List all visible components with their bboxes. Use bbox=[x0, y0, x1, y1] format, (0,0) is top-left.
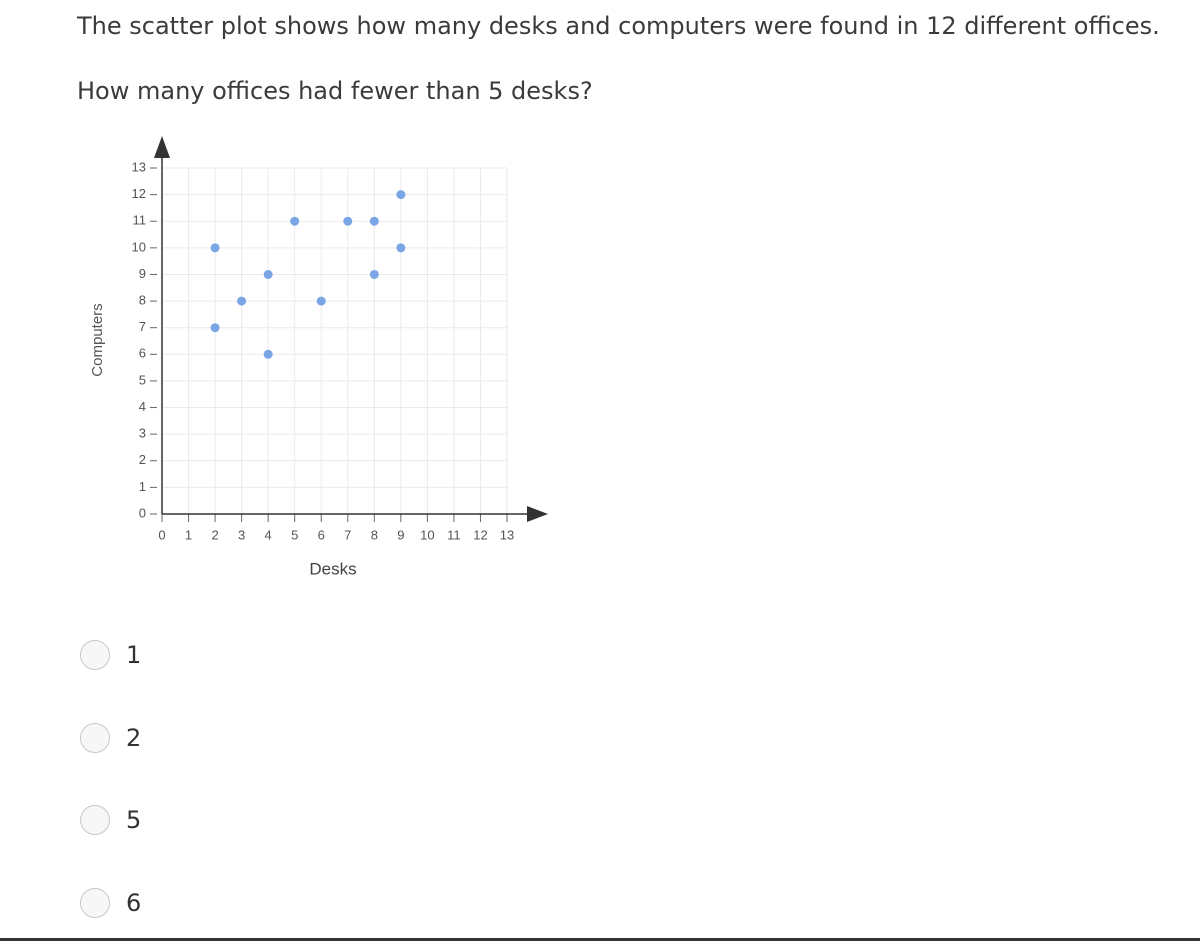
x-tick-label: 13 bbox=[500, 527, 514, 542]
point bbox=[343, 216, 353, 226]
answer-option[interactable]: 5 bbox=[80, 805, 141, 835]
question-ask: How many offices had fewer than 5 desks? bbox=[77, 77, 593, 105]
x-tick-label: 8 bbox=[371, 527, 378, 542]
x-tick-label: 5 bbox=[291, 527, 298, 542]
y-tick-label: 10 bbox=[132, 239, 146, 254]
point bbox=[369, 216, 379, 226]
y-tick-label: 6 bbox=[139, 346, 146, 361]
option-label[interactable]: 1 bbox=[126, 641, 142, 669]
x-tick-label: 6 bbox=[318, 527, 325, 542]
point bbox=[396, 243, 406, 253]
y-tick-label: 5 bbox=[139, 372, 146, 387]
x-tick-label: 11 bbox=[447, 527, 461, 542]
y-tick-label: 9 bbox=[139, 266, 146, 281]
answer-option[interactable]: 6 bbox=[80, 888, 141, 918]
point bbox=[396, 190, 406, 200]
question-prompt: The scatter plot shows how many desks an… bbox=[77, 12, 1160, 40]
radio-button[interactable] bbox=[80, 640, 110, 670]
y-tick-label: 11 bbox=[133, 213, 147, 228]
y-arrow bbox=[154, 136, 170, 158]
point bbox=[237, 296, 247, 306]
option-label[interactable]: 2 bbox=[126, 724, 142, 752]
point bbox=[369, 269, 379, 279]
option-label[interactable]: 5 bbox=[126, 806, 142, 834]
y-tick-label: 12 bbox=[132, 186, 146, 201]
y-tick-label: 13 bbox=[132, 159, 146, 174]
x-tick-label: 9 bbox=[397, 527, 404, 542]
x-tick-label: 0 bbox=[158, 527, 165, 542]
y-tick-label: 2 bbox=[139, 452, 146, 467]
divider bbox=[0, 938, 1200, 941]
radio-button[interactable] bbox=[80, 888, 110, 918]
y-axis-label: Computers bbox=[89, 303, 106, 376]
answer-option[interactable]: 2 bbox=[80, 723, 141, 753]
x-tick-label: 4 bbox=[265, 527, 272, 542]
x-tick-label: 10 bbox=[420, 527, 434, 542]
option-label[interactable]: 6 bbox=[126, 889, 142, 917]
y-tick-label: 8 bbox=[139, 293, 146, 308]
point bbox=[290, 216, 300, 226]
point bbox=[210, 243, 220, 253]
x-tick-label: 12 bbox=[473, 527, 487, 542]
x-tick-label: 7 bbox=[344, 527, 351, 542]
y-tick-label: 0 bbox=[139, 505, 146, 520]
point bbox=[316, 296, 326, 306]
point bbox=[263, 349, 273, 359]
radio-button[interactable] bbox=[80, 723, 110, 753]
point bbox=[263, 269, 273, 279]
x-arrow bbox=[527, 506, 548, 522]
x-axis-label: Desks bbox=[309, 559, 356, 578]
x-tick-label: 3 bbox=[238, 527, 245, 542]
y-tick-label: 7 bbox=[139, 319, 146, 334]
y-tick-label: 1 bbox=[139, 479, 146, 494]
radio-button[interactable] bbox=[80, 805, 110, 835]
y-tick-label: 4 bbox=[139, 399, 146, 414]
point bbox=[210, 323, 220, 333]
x-tick-label: 1 bbox=[185, 527, 192, 542]
x-tick-label: 2 bbox=[211, 527, 218, 542]
y-tick-label: 3 bbox=[139, 426, 146, 441]
answer-option[interactable]: 1 bbox=[80, 640, 141, 670]
